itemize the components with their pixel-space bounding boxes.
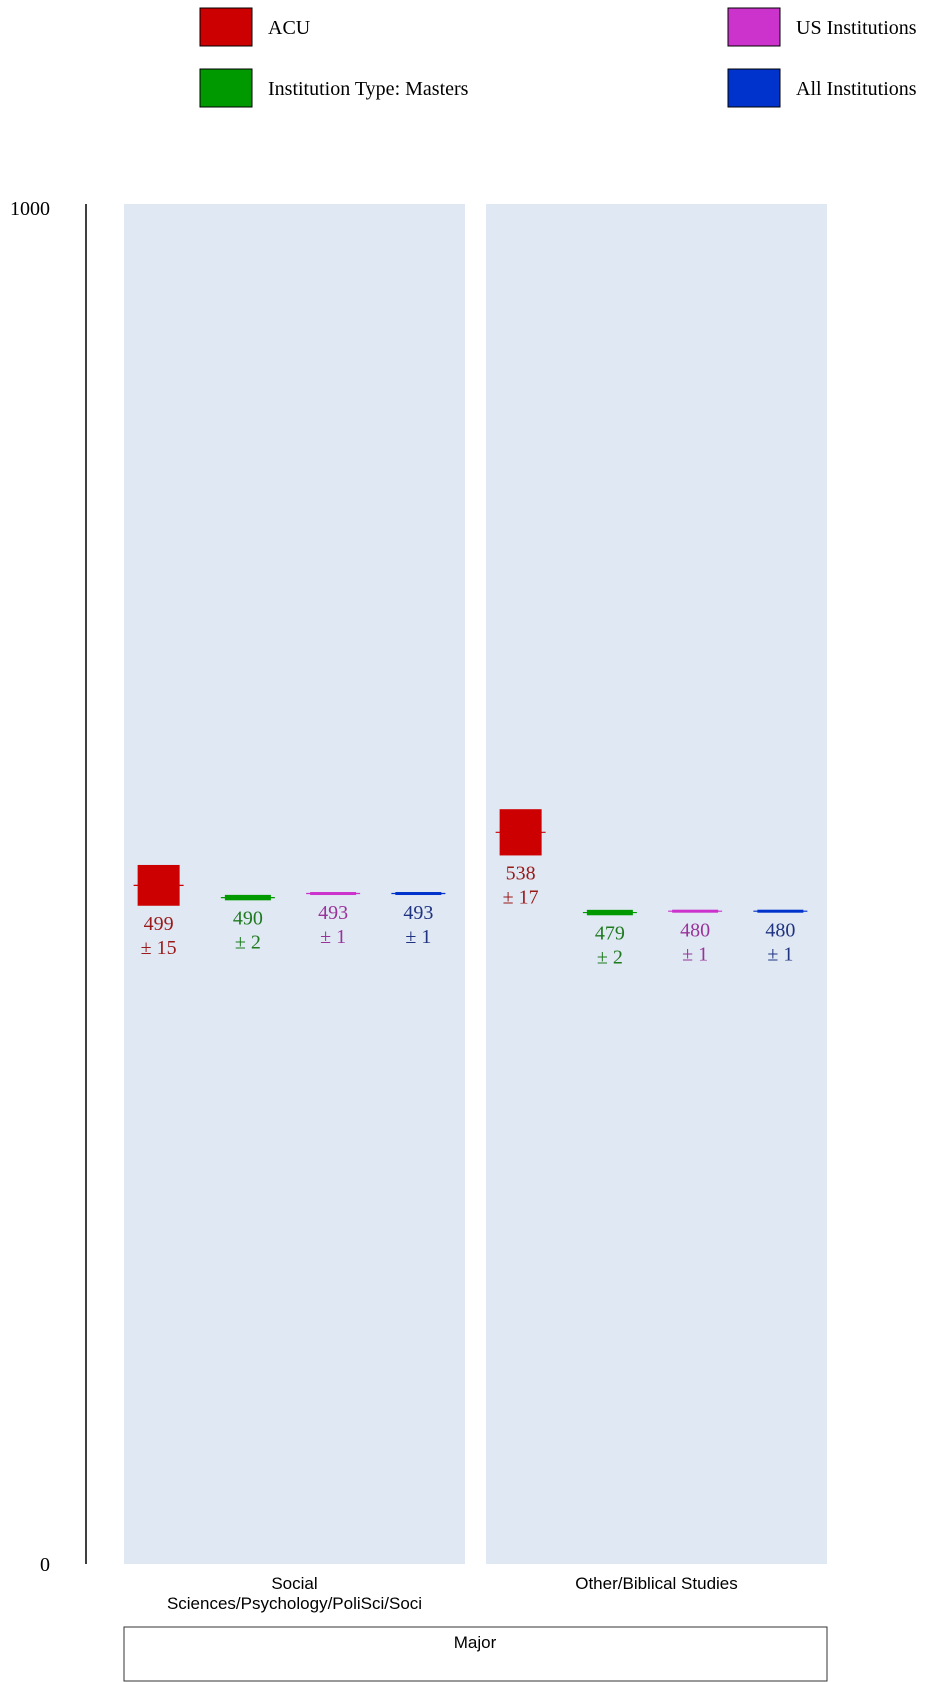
value-label-cat2-acu: 538 [506, 862, 536, 884]
value-label-cat1-all-institutions: 493 [403, 902, 433, 924]
legend-swatch-acu [199, 7, 253, 47]
value-label-cat1-us-institutions: 493 [318, 902, 348, 924]
legend-label-all-institutions: All Institutions [796, 78, 917, 100]
x-tick-label-other-biblical-studies: Other/Biblical Studies [575, 1574, 738, 1593]
legend-swatch-institution-type-masters [199, 68, 253, 108]
y-tick-label-min: 0 [40, 1554, 50, 1576]
y-tick-label-max: 1000 [10, 198, 50, 220]
value-label-cat1-acu: 499 [144, 913, 174, 935]
error-label-cat2-us-institutions: ± 1 [682, 944, 708, 966]
category-panel-2 [486, 204, 827, 1564]
error-label-cat2-acu: ± 17 [503, 886, 539, 908]
error-label-cat1-all-institutions: ± 1 [405, 926, 431, 948]
x-tick-label-line: Other/Biblical Studies [575, 1574, 738, 1593]
value-label-cat2-all-institutions: 480 [765, 920, 795, 942]
legend-label-acu: ACU [268, 17, 311, 39]
x-tick-label-line: Sciences/Psychology/PoliSci/Soci [167, 1594, 422, 1613]
x-axis-title: Major [454, 1633, 497, 1652]
legend: ACU Institution Type: Masters US Instituti… [199, 7, 917, 108]
value-label-cat1-institution-type-masters: 490 [233, 907, 263, 929]
legend-label-us-institutions: US Institutions [796, 17, 917, 39]
x-tick-label-social-sciences-psychology-polisci-soci: Social Sciences/Psychology/PoliSci/Soci [167, 1574, 422, 1613]
x-tick-label-line: Social [271, 1574, 317, 1593]
category-panel-1 [124, 204, 465, 1564]
legend-label-institution-type-masters: Institution Type: Masters [268, 78, 469, 100]
value-label-cat2-institution-type-masters: 479 [595, 922, 625, 944]
error-label-cat2-all-institutions: ± 1 [767, 944, 793, 966]
error-label-cat1-us-institutions: ± 1 [320, 926, 346, 948]
x-axis: Social Sciences/Psychology/PoliSci/Soci Ot… [123, 1574, 828, 1682]
value-label-cat2-us-institutions: 480 [680, 920, 710, 942]
legend-swatch-all-institutions [727, 68, 781, 108]
legend-swatch-us-institutions [727, 7, 781, 47]
x-axis-title-box [123, 1626, 828, 1682]
error-label-cat1-institution-type-masters: ± 2 [235, 931, 261, 953]
error-label-cat2-institution-type-masters: ± 2 [597, 946, 623, 968]
error-label-cat1-acu: ± 15 [141, 937, 177, 959]
y-axis: 1000 0 [10, 198, 87, 1576]
category-panels [124, 204, 827, 1564]
